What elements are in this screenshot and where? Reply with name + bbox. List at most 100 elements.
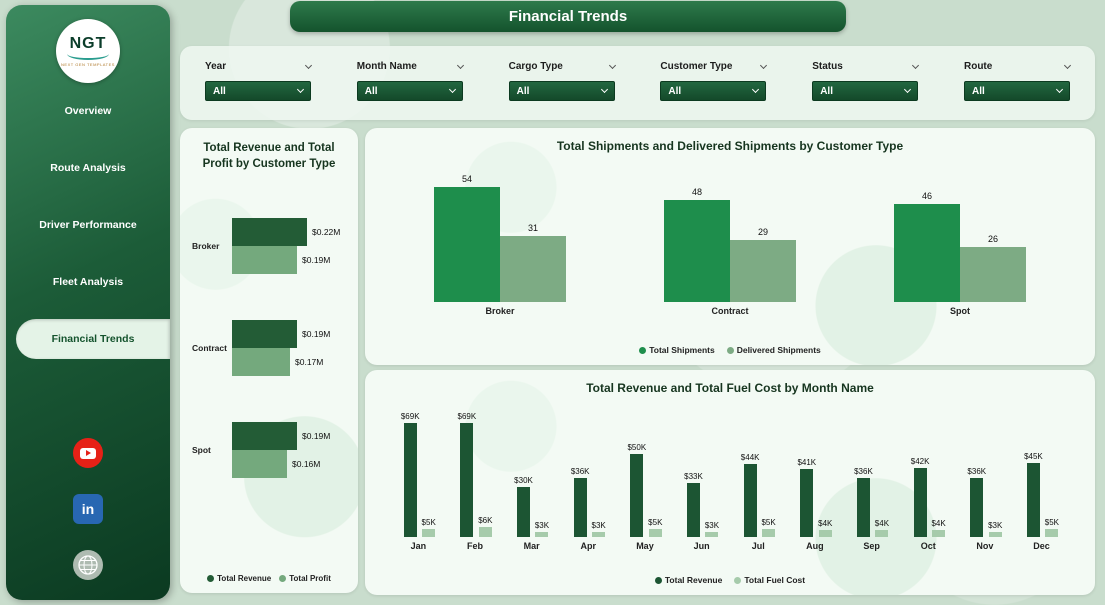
shipments-chart: 54 31 Broker 48 29 Contract 46 26 Spot <box>385 168 1075 318</box>
category-label: Broker <box>485 306 515 316</box>
chevron-down-icon[interactable] <box>1063 61 1072 69</box>
delivered-shipments-bar[interactable] <box>730 240 796 302</box>
chevron-down-icon[interactable] <box>912 61 920 69</box>
legend-dot <box>207 575 215 582</box>
category-label: Mar <box>523 541 540 551</box>
total-fuel-cost-bar[interactable] <box>932 530 946 537</box>
total-revenue-bar[interactable] <box>517 487 531 537</box>
total-profit-bar[interactable] <box>232 246 297 275</box>
filter-dropdown-customer-type[interactable]: All <box>660 81 767 101</box>
sidebar-item-route-analysis[interactable]: Route Analysis <box>50 162 126 174</box>
total-revenue-bar[interactable] <box>970 478 984 537</box>
value-label: $41K <box>797 458 817 467</box>
category-label: Spot <box>950 306 970 316</box>
bar-group-may: $50K $5K May <box>627 443 662 553</box>
chevron-down-icon[interactable] <box>456 61 464 69</box>
filter-selected-value: All <box>516 85 530 97</box>
sidebar-item-financial-trends[interactable]: Financial Trends <box>16 319 170 359</box>
bar-group-contract: 48 29 Contract <box>664 187 796 318</box>
total-revenue-bar[interactable] <box>800 469 814 537</box>
bar-group-jul: $44K $5K Jul <box>741 453 776 553</box>
sidebar-item-driver-performance[interactable]: Driver Performance <box>39 219 137 231</box>
bar-group-feb: $69K $6K Feb <box>458 412 493 553</box>
value-label: $42K <box>910 457 930 466</box>
total-fuel-cost-bar[interactable] <box>875 530 889 537</box>
filter-label: Month Name <box>356 61 417 72</box>
total-profit-bar[interactable] <box>232 348 290 377</box>
total-revenue-bar[interactable] <box>232 320 297 349</box>
delivered-shipments-bar[interactable] <box>960 247 1026 302</box>
total-revenue-bar[interactable] <box>743 464 757 537</box>
monthly-revenue-fuel-panel: Total Revenue and Total Fuel Cost by Mon… <box>365 370 1095 595</box>
total-fuel-cost-bar[interactable] <box>535 532 549 537</box>
bar-group-nov: $36K $3K Nov <box>967 467 1002 553</box>
total-shipments-bar[interactable] <box>894 204 960 302</box>
total-fuel-cost-bar[interactable] <box>648 529 662 537</box>
sidebar-item-fleet-analysis[interactable]: Fleet Analysis <box>52 276 124 288</box>
total-fuel-cost-bar[interactable] <box>988 532 1002 537</box>
total-revenue-bar[interactable] <box>1026 463 1040 537</box>
total-revenue-bar[interactable] <box>460 423 474 537</box>
value-label: $3K <box>704 521 720 530</box>
category-label: Oct <box>920 541 936 551</box>
value-label: $0.17M <box>295 357 324 368</box>
delivered-shipments-bar[interactable] <box>500 236 566 302</box>
page-title: Financial Trends <box>290 1 846 32</box>
total-shipments-bar[interactable] <box>664 200 730 302</box>
value-label: 31 <box>527 223 538 233</box>
value-label: 29 <box>757 227 768 237</box>
filter-dropdown-month-name[interactable]: All <box>356 81 463 101</box>
category-label: Sep <box>863 541 880 551</box>
category-label: Jan <box>410 541 427 551</box>
total-shipments-bar[interactable] <box>434 187 500 302</box>
youtube-icon[interactable] <box>73 438 103 468</box>
value-label: $3K <box>534 521 550 530</box>
total-revenue-bar[interactable] <box>856 478 870 537</box>
total-fuel-cost-bar[interactable] <box>762 529 776 537</box>
total-revenue-bar[interactable] <box>232 218 307 247</box>
value-label: $30K <box>514 476 533 485</box>
filter-dropdown-route[interactable]: All <box>963 81 1070 101</box>
chevron-down-icon <box>1055 85 1064 94</box>
total-revenue-bar[interactable] <box>913 468 927 537</box>
chevron-down-icon[interactable] <box>760 61 768 69</box>
chevron-down-icon[interactable] <box>304 61 313 69</box>
legend-item-total-fuel-cost: Total Fuel Cost <box>734 575 805 585</box>
total-revenue-bar[interactable] <box>403 423 417 537</box>
filter-dropdown-cargo-type[interactable]: All <box>508 81 615 101</box>
value-label: $0.19M <box>302 329 331 340</box>
sidebar-item-overview[interactable]: Overview <box>64 105 112 117</box>
total-fuel-cost-bar[interactable] <box>422 529 436 537</box>
filter-month-name: Month Name All <box>356 61 464 105</box>
value-label: $44K <box>740 453 760 462</box>
chevron-down-icon <box>600 85 608 94</box>
bar-group-jun: $33K $3K Jun <box>684 472 719 553</box>
total-profit-bar[interactable] <box>232 450 287 479</box>
total-revenue-bar[interactable] <box>630 454 644 537</box>
total-revenue-bar[interactable] <box>686 483 700 537</box>
linkedin-icon[interactable]: in <box>73 494 103 524</box>
filter-dropdown-status[interactable]: All <box>812 81 919 101</box>
chevron-down-icon[interactable] <box>608 61 616 69</box>
total-revenue-bar[interactable] <box>232 422 297 451</box>
revenue-profit-panel: Total Revenue and Total Profit by Custom… <box>180 128 358 593</box>
legend-dot <box>639 346 647 354</box>
value-label: $4K <box>874 519 890 528</box>
filter-dropdown-year[interactable]: All <box>205 81 311 101</box>
bar-group-broker: 54 31 Broker <box>434 174 566 318</box>
total-fuel-cost-bar[interactable] <box>705 532 719 537</box>
filter-year: Year All <box>205 61 313 105</box>
total-revenue-bar[interactable] <box>573 478 587 537</box>
total-fuel-cost-bar[interactable] <box>1045 529 1059 537</box>
website-globe-icon[interactable] <box>73 550 103 580</box>
total-fuel-cost-bar[interactable] <box>478 527 492 537</box>
total-fuel-cost-bar[interactable] <box>818 530 832 537</box>
chevron-down-icon <box>904 85 912 94</box>
legend-dot <box>654 576 662 584</box>
value-label: $4K <box>818 519 833 528</box>
bar-group-contract: Contract $0.19M $0.17M <box>192 320 358 377</box>
total-fuel-cost-bar[interactable] <box>592 532 606 537</box>
category-label: Contract <box>192 343 227 354</box>
youtube-play-icon <box>80 447 96 459</box>
